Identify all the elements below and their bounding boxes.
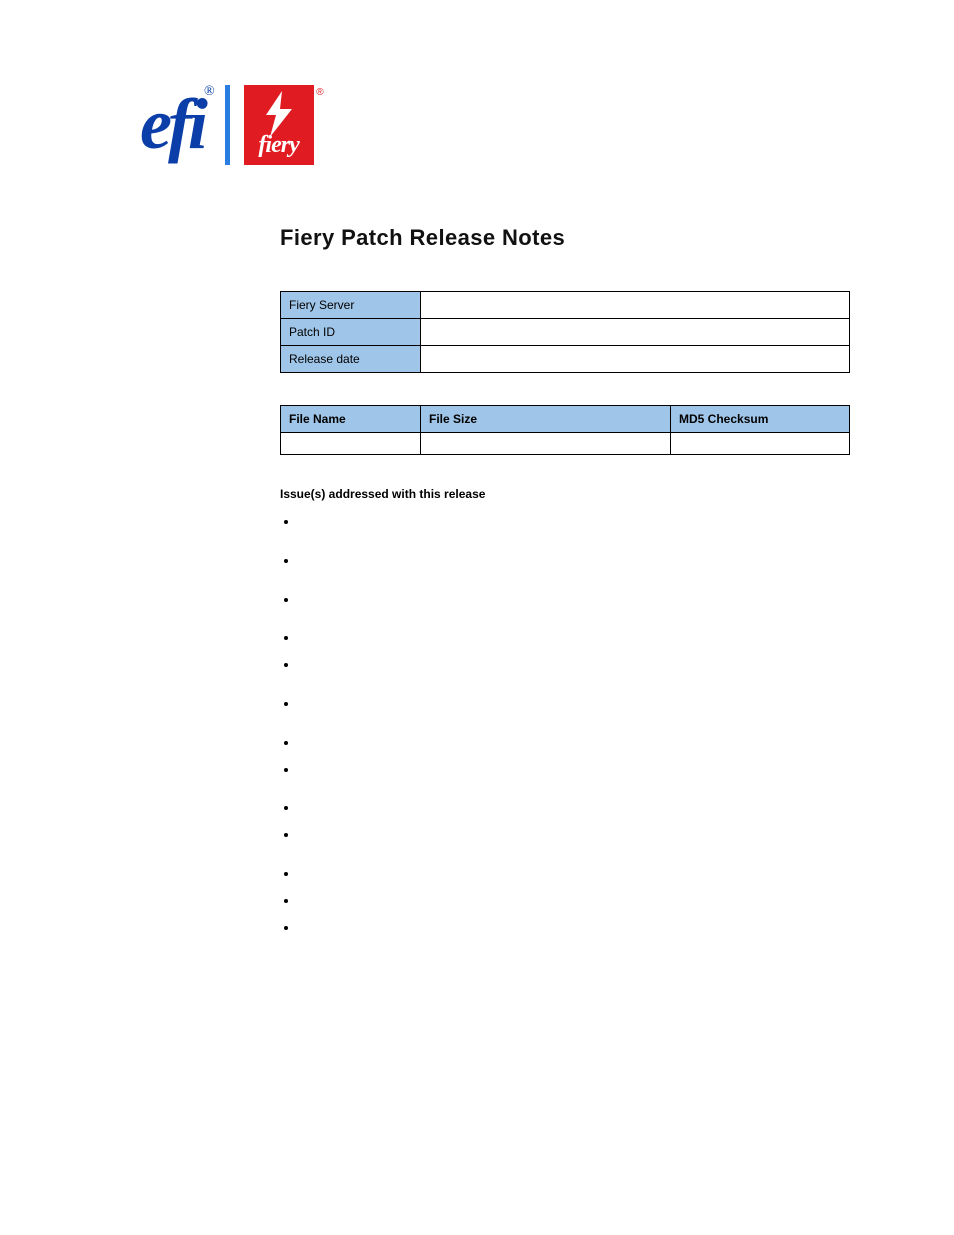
info-value — [421, 346, 850, 373]
release-info-table: Fiery ServerPatch IDRelease date — [280, 291, 850, 373]
patch-files-table: File Name File Size MD5 Checksum — [280, 405, 850, 455]
issue-item — [298, 865, 850, 882]
info-row: Patch ID — [281, 319, 850, 346]
issues-list — [280, 513, 850, 935]
issue-item — [298, 734, 850, 751]
issue-item — [298, 826, 850, 843]
fiery-logo-tile: fiery ® — [244, 85, 314, 165]
efi-logo: efi® — [140, 96, 211, 154]
issue-item — [298, 591, 850, 608]
issue-item — [298, 513, 850, 530]
info-label: Fiery Server — [281, 292, 421, 319]
brand-logo-block: efi® fiery ® — [140, 85, 850, 165]
issue-item — [298, 761, 850, 778]
info-label: Release date — [281, 346, 421, 373]
issues-heading: Issue(s) addressed with this release — [280, 487, 850, 501]
lightning-icon — [262, 91, 296, 137]
files-col-size: File Size — [421, 406, 671, 433]
file-name — [281, 433, 421, 455]
issue-item — [298, 629, 850, 646]
files-col-md5: MD5 Checksum — [671, 406, 850, 433]
efi-logo-text: efi — [140, 84, 204, 164]
file-row — [281, 433, 850, 455]
issue-item — [298, 892, 850, 909]
issue-item — [298, 695, 850, 712]
info-label: Patch ID — [281, 319, 421, 346]
file-sum — [671, 433, 850, 455]
registered-icon: ® — [316, 87, 323, 98]
info-value — [421, 292, 850, 319]
logo-divider — [225, 85, 230, 165]
file-size — [421, 433, 671, 455]
issue-item — [298, 919, 850, 936]
issue-item — [298, 799, 850, 816]
files-col-name: File Name — [281, 406, 421, 433]
info-row: Release date — [281, 346, 850, 373]
info-row: Fiery Server — [281, 292, 850, 319]
registered-icon: ® — [204, 84, 211, 99]
issue-item — [298, 656, 850, 673]
issue-item — [298, 552, 850, 569]
page-title: Fiery Patch Release Notes — [280, 225, 850, 251]
info-value — [421, 319, 850, 346]
